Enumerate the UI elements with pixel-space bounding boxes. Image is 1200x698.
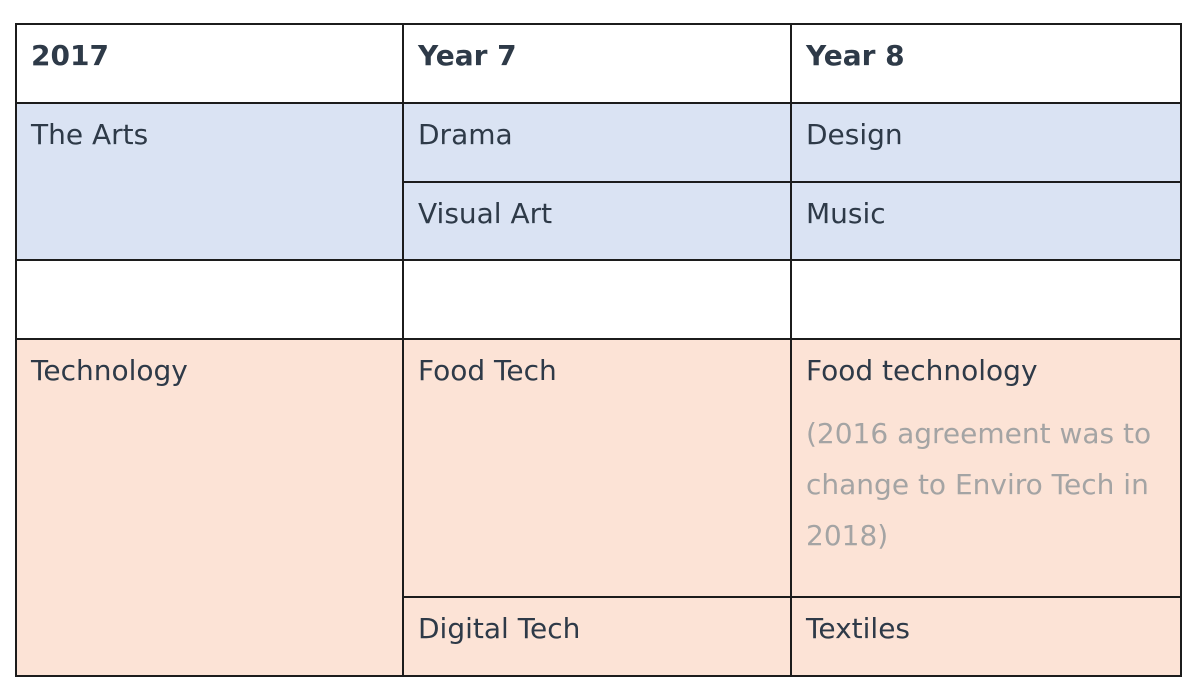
- header-cell-year8: Year 8: [790, 23, 1182, 104]
- year8-subject: Food technology: [806, 354, 1038, 387]
- table-row: Digital Tech Textiles: [16, 596, 1182, 677]
- table-row: The Arts Drama Design: [15, 102, 1182, 261]
- subject-table: 2017 Year 7 Year 8 The Arts Drama Design…: [15, 23, 1182, 677]
- year8-cell: Music: [790, 181, 1182, 261]
- year8-cell: Food technology (2016 agreement was to c…: [790, 338, 1182, 598]
- year7-cell: Drama: [402, 102, 792, 183]
- header-cell-year7: Year 7: [402, 23, 792, 104]
- agreement-note: (2016 agreement was to change to Enviro …: [806, 417, 1152, 552]
- table-header-row: 2017 Year 7 Year 8: [15, 23, 1182, 104]
- year8-cell: Design: [790, 102, 1182, 183]
- empty-row: [15, 259, 1182, 340]
- year8-cell: Textiles: [790, 596, 1182, 677]
- year7-cell: Digital Tech: [402, 596, 792, 677]
- table-row: Technology Food Tech Food technology (20…: [15, 338, 1182, 677]
- category-cell-technology: Technology: [15, 338, 404, 677]
- year7-cell: Visual Art: [402, 181, 792, 261]
- empty-cell: [402, 259, 792, 340]
- header-cell-year: 2017: [15, 23, 404, 104]
- empty-cell: [790, 259, 1182, 340]
- subject-table-container: 2017 Year 7 Year 8 The Arts Drama Design…: [15, 23, 1182, 677]
- year7-cell: Food Tech: [402, 338, 792, 598]
- empty-cell: [15, 259, 404, 340]
- table-row: Visual Art Music: [16, 181, 1182, 261]
- category-cell-arts: The Arts: [15, 102, 404, 261]
